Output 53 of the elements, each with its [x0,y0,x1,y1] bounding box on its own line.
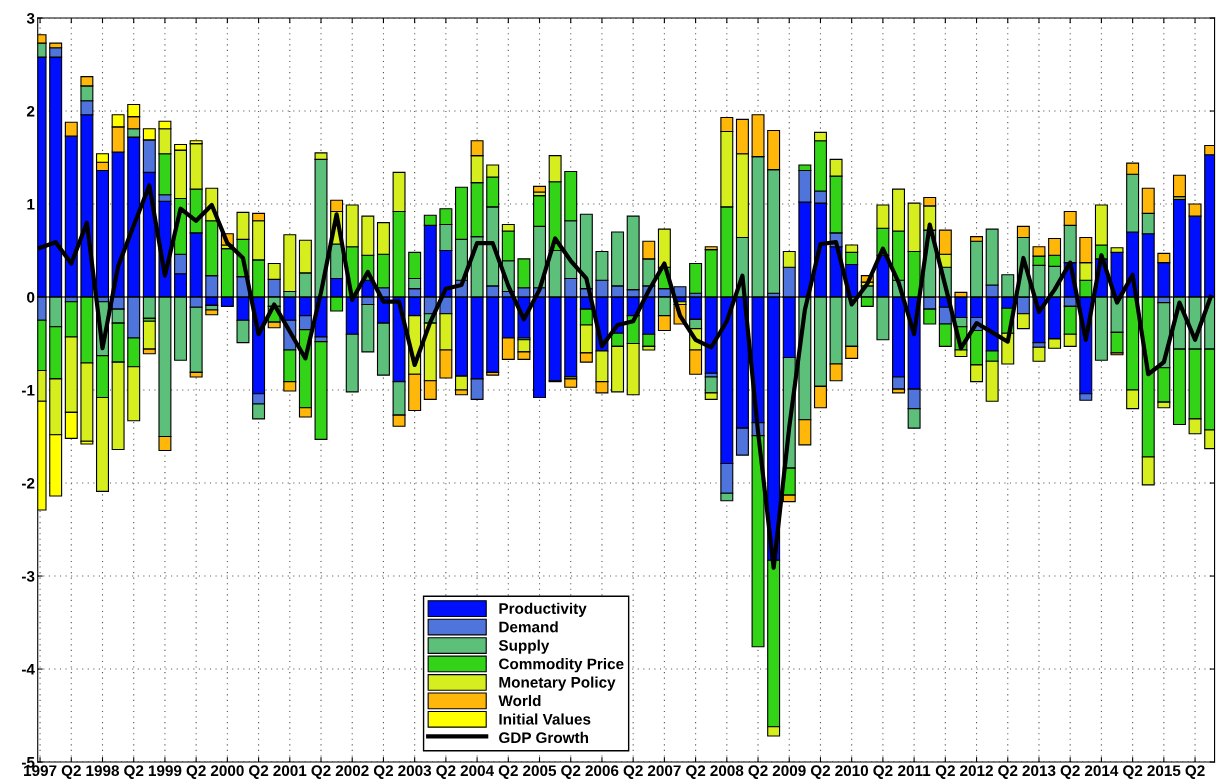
y-tick-label: -4 [21,664,35,675]
y-tick-label: 1 [27,199,35,210]
x-tick-label: Q2 [1123,765,1143,779]
x-tick-label: Q2 [686,765,706,779]
x-tick-label: 2015 [1147,765,1181,777]
x-tick-label: 2014 [1084,765,1119,777]
x-tick-label: 2009 [772,765,806,777]
x-tick-label: Q2 [436,765,456,779]
legend-label: World [498,694,541,707]
y-tick-label: 2 [26,105,35,117]
x-tick-label: Q2 [311,765,331,779]
x-tick-label: 2008 [710,765,744,777]
x-tick-label: Q2 [498,765,518,779]
x-tick-label: Q2 [935,765,955,779]
y-tick-label: 0 [27,291,35,303]
x-tick-label: 1999 [148,765,182,777]
x-tick-label: 2012 [960,765,993,777]
x-tick-label: 2003 [398,765,432,777]
legend-label: Monetary Policy [499,676,616,691]
x-tick-label: 1998 [86,765,120,777]
legend-label: Demand [499,621,558,633]
x-tick-label: 2011 [898,765,931,777]
x-tick-label: Q2 [748,765,768,779]
x-tick-label: Q2 [124,765,144,779]
x-tick-label: Q2 [998,765,1018,779]
y-tick-label: -3 [21,570,35,582]
legend-label: GDP Growth [499,731,589,744]
x-tick-label: 2000 [210,765,244,777]
x-tick-label: 2013 [1022,765,1056,777]
legend-label: Initial Values [499,713,591,725]
y-tick-label: 3 [26,12,35,24]
x-tick-label: Q2 [1060,765,1080,779]
x-tick-label: 2004 [460,765,494,777]
x-tick-label: Q2 [373,765,394,779]
x-tick-label: Q2 [561,765,581,779]
x-tick-label: Q2 [810,765,831,779]
x-tick-label: 2002 [335,765,369,777]
x-tick-label: Q2 [623,765,643,779]
x-tick-label: Q2 [873,765,893,779]
x-tick-label: Q2 [249,765,269,779]
x-tick-label: 2006 [585,765,619,777]
legend-label: Supply [498,639,550,654]
x-tick-label: 2001 [273,765,307,777]
x-tick-label: Q2 [186,765,206,779]
x-tick-label: Q2 [1185,765,1205,779]
x-tick-label: 2010 [835,765,869,777]
x-tick-label: 2007 [647,765,681,777]
y-tick-label: -2 [21,477,35,489]
x-tick-label: 2005 [523,765,557,777]
y-tick-label: -1 [21,385,35,396]
legend-label: Commodity Price [499,658,624,673]
legend-label: Productivity [499,602,587,617]
x-tick-label: Q2 [61,765,81,779]
